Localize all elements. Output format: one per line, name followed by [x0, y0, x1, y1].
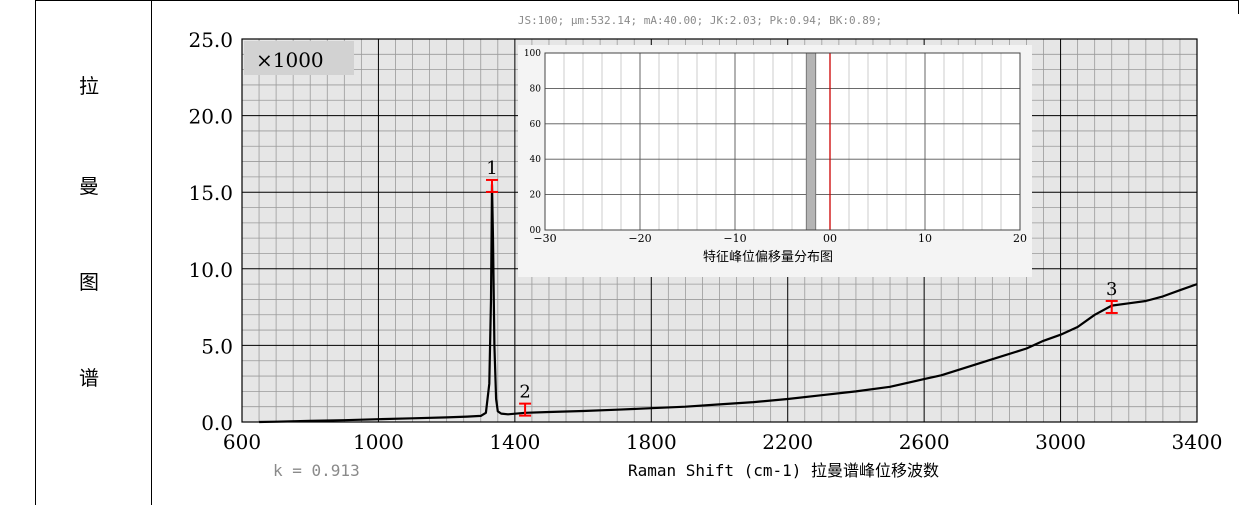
inset-y-tick-label: 40: [530, 155, 542, 165]
plot-border: [241, 38, 1198, 423]
frame-left-border: [35, 0, 36, 505]
x-tick-label: 3000: [1035, 430, 1086, 454]
inset-border: [544, 52, 1021, 231]
y-tick-label: 10.0: [188, 258, 233, 282]
inset-y-tick-label: 20: [530, 191, 542, 201]
multiplier-label: ×1000: [256, 48, 324, 72]
x-tick-label: 1800: [626, 430, 677, 454]
y-tick-label: 25.0: [188, 28, 233, 52]
y-tick-label: 5.0: [201, 334, 233, 358]
spectrum-line: [259, 183, 1198, 424]
x-axis-label: Raman Shift (cm-1) 拉曼谱峰位移波数: [628, 461, 939, 480]
x-tick-label: 2600: [899, 430, 950, 454]
side-title-char: 图: [79, 270, 99, 294]
x-tick-label: 1000: [353, 430, 404, 454]
frame-top-border: [35, 0, 1238, 1]
info-line: JS:100; μm:532.14; mA:40.00; JK:2.03; Pk…: [518, 14, 882, 27]
inset-title: 特征峰位偏移量分布图: [703, 250, 833, 265]
inset-background: [545, 53, 1020, 230]
side-title-char: 曼: [79, 174, 99, 198]
side-title-char: 拉: [79, 74, 99, 98]
inset-x-tick-label: 20: [1013, 232, 1027, 245]
inset-x-tick-label: −30: [533, 232, 556, 245]
inset-x-tick-label: 10: [918, 232, 932, 245]
inset-x-tick-label: −20: [628, 232, 651, 245]
peak-label: 1: [486, 158, 497, 179]
x-tick-label: 600: [223, 430, 261, 454]
x-tick-label: 3400: [1172, 430, 1223, 454]
x-tick-label: 2200: [762, 430, 813, 454]
frame-divider: [151, 0, 152, 505]
inset-x-tick-label: 00: [823, 232, 837, 245]
inset-y-tick-label: 80: [530, 84, 542, 94]
k-label: k = 0.913: [273, 461, 360, 480]
peak-label: 3: [1106, 279, 1117, 300]
x-tick-label: 1400: [489, 430, 540, 454]
inset-y-tick-label: 00: [530, 226, 542, 236]
y-tick-label: 20.0: [188, 105, 233, 129]
inset-bar: [805, 52, 817, 231]
side-title-char: 谱: [79, 366, 99, 390]
inset-y-tick-label: 100: [524, 49, 541, 59]
inset-plot: −30 −20 −10 00 10 20 00 20 40 60 80 100 特征峰位偏移量分布图: [518, 45, 1032, 277]
multiplier-box: [244, 41, 354, 75]
inset-x-tick-label: −10: [723, 232, 746, 245]
inset-y-tick-label: 60: [530, 120, 542, 130]
peak-label: 2: [519, 382, 530, 403]
y-tick-label: 0.0: [201, 411, 233, 435]
y-tick-label: 15.0: [188, 181, 233, 205]
frame-right-border: [1238, 0, 1239, 14]
